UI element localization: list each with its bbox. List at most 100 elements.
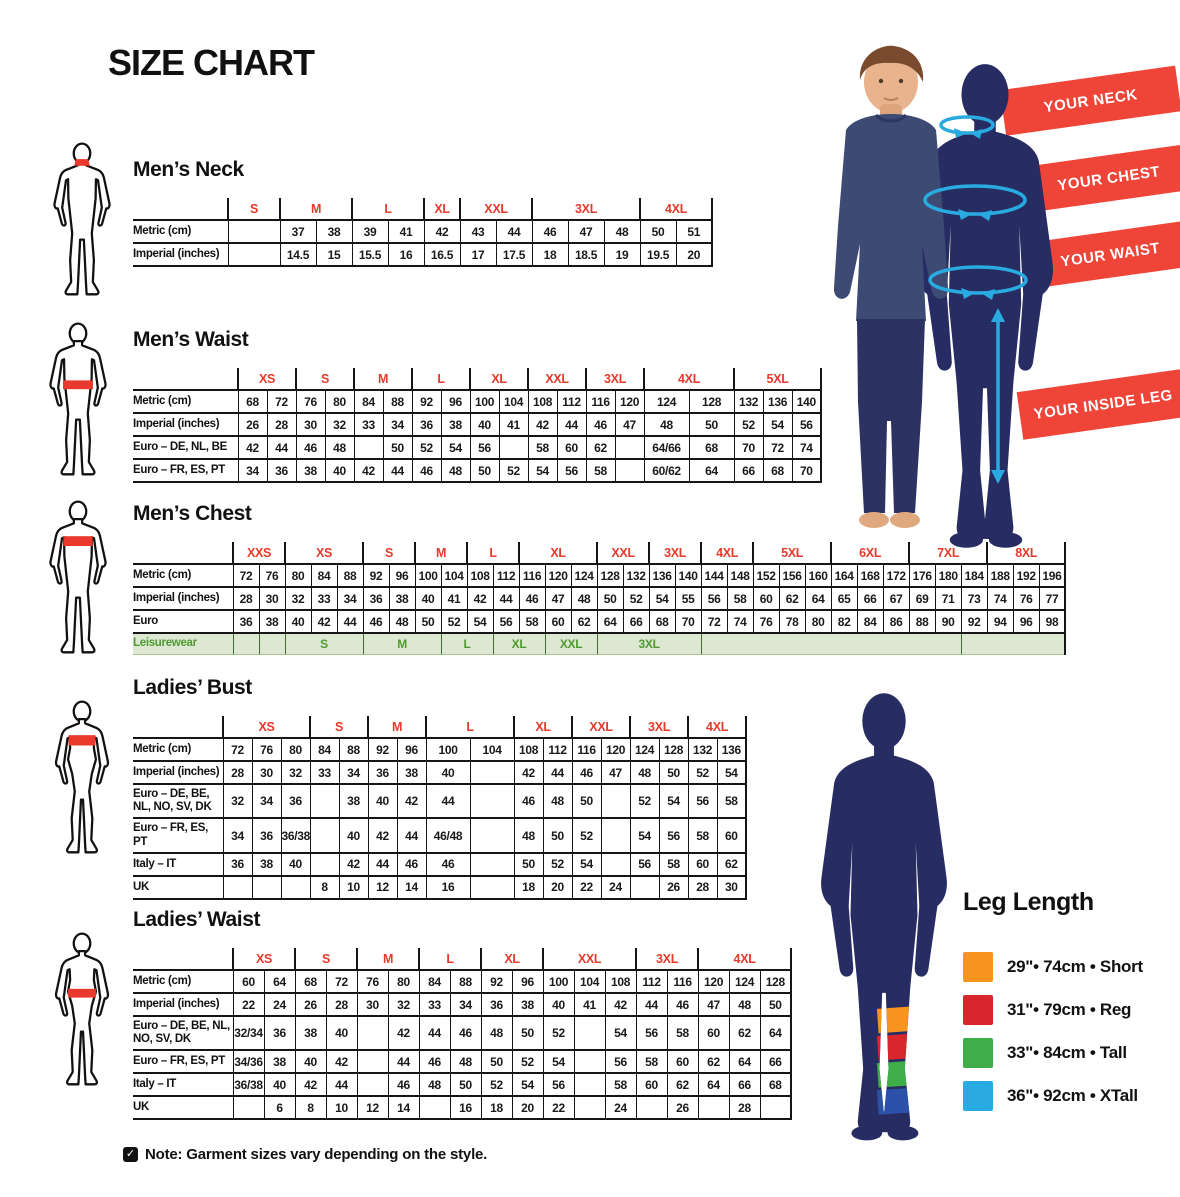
size-cell: 180 [934,564,962,588]
size-cell: 30 [716,875,748,900]
size-cell: 120 [544,564,572,588]
size-cell: 60 [635,1073,668,1098]
size-group-header: L [351,198,424,221]
row-label: Metric (cm) [133,564,233,588]
size-cell: 44 [382,459,413,483]
size-cell: 60 [752,587,780,611]
size-cell: 64 [596,610,624,634]
size-cell: 44 [336,610,364,634]
size-cell: 98 [1038,610,1067,634]
size-cell: 41 [440,587,468,611]
size-cell [469,875,515,900]
table-corner [133,368,238,391]
size-cell: 44 [418,1016,451,1052]
size-group-header: 6XL [830,542,910,565]
size-cell: 40 [367,784,398,820]
size-cell: 88 [449,970,482,994]
size-cell [251,875,281,900]
size-cell: 14 [387,1096,420,1121]
size-cell: 44 [396,818,427,854]
size-cell: 52 [411,436,442,460]
size-cell: 38 [258,610,285,634]
size-cell: 36/38 [280,818,311,854]
size-cell: 26 [237,413,267,437]
size-cell: 50 [513,852,544,877]
size-cell: 144 [700,564,728,588]
man-silhouette-measure [916,64,1054,548]
size-cell: 32 [387,993,420,1017]
size-cell: 36 [367,761,398,785]
legend-item-reg: 31"• 79cm • Reg [963,995,1143,1025]
size-cell: 84 [310,564,337,588]
size-group-header: XL [513,716,573,739]
section-title-mens-neck: Men’s Neck [133,158,244,181]
size-cell: 56 [635,1016,668,1052]
size-cell: 55 [674,587,702,611]
size-cell: 88 [336,564,364,588]
size-group-header: 7XL [908,542,988,565]
size-cell: 60 [232,970,264,994]
leisurewear-cell: XXL [544,633,598,655]
size-cell [309,852,340,877]
size-cell: 42 [353,459,384,483]
row-label: Metric (cm) [133,390,238,414]
size-cell: 52 [622,587,650,611]
size-cell: 176 [908,564,936,588]
size-cell: 44 [387,1050,420,1075]
size-cell [353,436,384,460]
size-cell: 132 [733,390,764,414]
size-cell: 62 [778,587,806,611]
size-group-header: 4XL [687,716,748,739]
size-cell [469,784,515,820]
size-cell: 18 [531,243,569,267]
size-cell: 124 [570,564,598,588]
man-silhouette-leg-length [821,693,947,1141]
size-cell: 54 [466,610,494,634]
size-cell: 184 [960,564,988,588]
size-cell: 36 [411,413,442,437]
row-label: UK [133,875,223,900]
size-cell: 62 [666,1073,699,1098]
size-cell: 116 [585,390,616,414]
row-label: Metric (cm) [133,738,223,762]
short-color-swatch [963,952,993,982]
note: ✓ Note: Garment sizes vary depending on … [123,1146,487,1163]
size-cell: 54 [511,1073,544,1098]
size-cell [227,243,280,267]
size-cell: 152 [752,564,780,588]
size-cell: 92 [362,564,390,588]
size-cell: 112 [635,970,668,994]
leg-length-title: Leg Length [963,888,1094,916]
size-cell: 50 [382,436,413,460]
size-cell: 33 [309,761,340,785]
size-cell: 50 [571,784,602,820]
size-cell: 104 [469,738,515,762]
size-cell: 54 [716,761,748,785]
size-cell: 56 [658,818,689,854]
size-cell: 72 [762,436,793,460]
size-cell: 94 [986,610,1014,634]
size-cell: 78 [778,610,806,634]
size-cell: 108 [466,564,494,588]
size-cell: 16 [387,243,424,267]
size-cell: 12 [367,875,398,900]
row-label: Imperial (inches) [133,413,238,437]
size-group-header: M [353,368,413,391]
size-cell: 38 [295,459,326,483]
size-cell: 76 [752,610,780,634]
size-cell: 60 [666,1050,699,1075]
size-table: XXS XS S M L XL XXL 3XL 4XL 5XL 6XL 7XL 8XL Metric (c… [133,542,1067,655]
row-label: Euro – DE, NL, BE [133,436,238,460]
tall-color-swatch [963,1038,993,1068]
size-cell: 48 [629,761,660,785]
ladies-bust-figure-icon [54,700,110,854]
size-group-header: XXL [527,368,587,391]
size-cell: 76 [1012,587,1040,611]
size-cell: 160 [804,564,832,588]
size-cell: 58 [687,818,718,854]
size-cell: 46 [571,761,602,785]
section-ladies-waist: Ladies’ Waist XS S M L XL XXL 3XL 4XL Metric (cm… [133,908,793,1121]
size-group-header: XL [423,198,460,221]
section-ladies-bust: Ladies’ Bust XS S M L XL XXL 3XL 4XL Metric (cm)… [133,676,748,900]
size-cell: 48 [542,784,573,820]
